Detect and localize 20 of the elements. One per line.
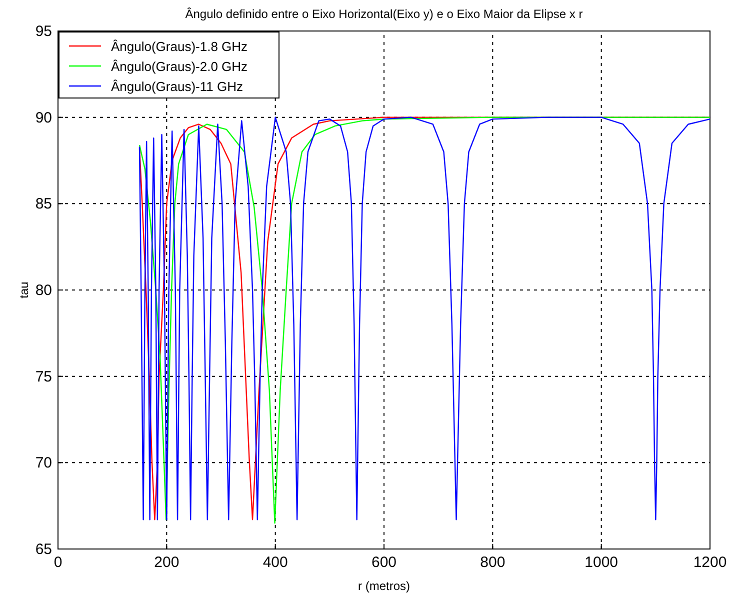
y-axis-title: tau: [17, 282, 31, 298]
y-tick-label: 85: [35, 196, 52, 213]
x-tick-label: 200: [154, 554, 180, 571]
x-tick-label: 400: [262, 554, 288, 571]
legend-label: Ângulo(Graus)-11 GHz: [111, 79, 243, 94]
y-tick-label: 75: [35, 368, 52, 386]
y-tick-label: 95: [35, 23, 52, 40]
y-tick-label: 70: [35, 454, 52, 472]
legend-label: Ângulo(Graus)-2.0 GHz: [111, 59, 248, 74]
y-tick-label: 90: [35, 109, 52, 126]
legend-label: Ângulo(Graus)-1.8 GHz: [111, 39, 248, 54]
chart-title: Ângulo definido entre o Eixo Horizontal(Eixo y) e o Eixo Maior da Elipse x r: [185, 7, 583, 21]
x-axis-title: r (metros): [358, 579, 410, 593]
y-tick-label: 80: [35, 282, 52, 299]
x-tick-label: 800: [480, 554, 506, 571]
x-tick-label: 1200: [693, 554, 727, 571]
x-tick-label: 600: [371, 554, 397, 571]
y-tick-label: 65: [35, 541, 52, 558]
x-tick-label: 0: [54, 554, 62, 571]
x-tick-label: 1000: [584, 554, 618, 571]
